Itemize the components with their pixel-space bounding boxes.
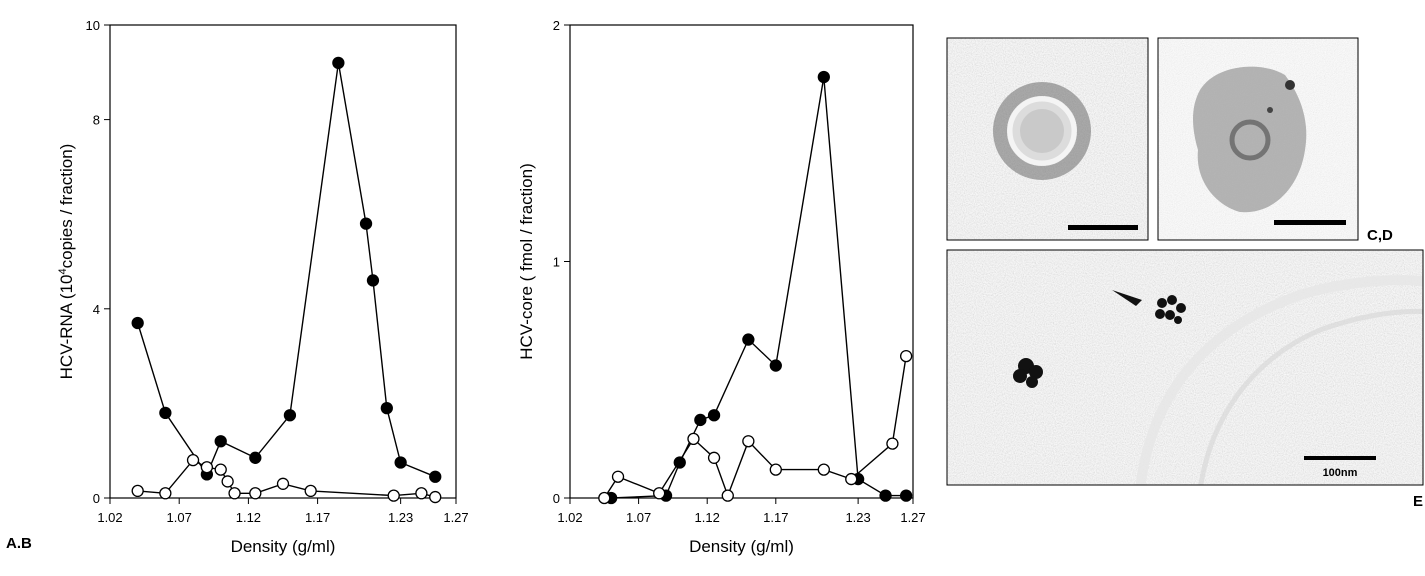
chart-b-y-tick-label: 2 <box>553 18 560 33</box>
micrograph-e: 100nm <box>946 249 1424 486</box>
scale-bar-c <box>1068 225 1138 230</box>
micrograph-c <box>946 37 1149 241</box>
gold-cluster-right <box>1155 295 1186 324</box>
chart-b-x-tick-label: 1.02 <box>557 510 582 525</box>
chart-a-series-1-point <box>159 406 172 420</box>
chart-a-series-1-point <box>394 456 407 469</box>
chart-b-y-tick-label: 0 <box>553 491 560 506</box>
chart-a-y-tick-label: 10 <box>86 18 100 33</box>
chart-b-series-2-point <box>886 437 899 450</box>
gold-dot <box>1285 80 1295 90</box>
chart-a-series-2-point <box>159 487 172 500</box>
chart-a-y-tick-label: 4 <box>93 302 100 317</box>
chart-b-x-tick-label: 1.27 <box>900 510 925 525</box>
chart-a-series-2-point <box>186 454 200 467</box>
chart-b-series-2-point <box>721 489 734 502</box>
chart-b-series-1-point <box>707 409 721 422</box>
chart-a-x-tick-label: 1.07 <box>167 510 192 525</box>
chart-b: 1.02 1.07 1.12 1.17 1.23 1.27 0 1 2 Density (g/ml… <box>517 18 926 556</box>
chart-a-x-tick-label: 1.17 <box>305 510 330 525</box>
chart-a-plot-frame <box>109 24 457 499</box>
virion-outer-halo <box>993 82 1091 180</box>
chart-a-series-1-point <box>332 56 345 69</box>
chart-b-x-tick-label: 1.12 <box>695 510 720 525</box>
panel-label-cd: C,D <box>1367 227 1393 244</box>
chart-a-x-axis-title: Density (g/ml) <box>231 537 336 556</box>
micrograph-d-frame <box>1157 37 1359 241</box>
chart-a-x-tick-label: 1.12 <box>236 510 261 525</box>
chart-b-series-2-point <box>707 451 721 464</box>
chart-b-series-2-point <box>653 487 666 500</box>
chart-b-series-2-point <box>611 470 625 483</box>
particle-ring <box>1229 119 1271 161</box>
chart-a-series-2-point <box>221 475 234 488</box>
micrograph-c-frame <box>946 37 1149 241</box>
chart-a-x-tick-label: 1.27 <box>443 510 468 525</box>
chart-a-series-1-point <box>131 316 144 330</box>
chart-a-series-2-point <box>249 487 262 500</box>
chart-b-series-1-point <box>694 413 707 427</box>
chart-b-series-2-point <box>769 463 782 476</box>
micrograph-d <box>1157 37 1359 241</box>
chart-a-x-tick-label: 1.02 <box>97 510 122 525</box>
chart-a-series-1-point <box>359 217 373 230</box>
chart-a-series-1-point <box>366 274 380 287</box>
chart-a: 1.02 1.07 1.12 1.17 1.23 1.27 0 4 8 10 Density (g/… <box>57 18 469 556</box>
chart-b-x-tick-label: 1.23 <box>845 510 870 525</box>
chart-b-series-2-point <box>742 435 755 448</box>
chart-a-series-2-point <box>200 461 214 474</box>
membrane-outline <box>1135 275 1423 485</box>
chart-b-series-2-point <box>687 432 700 446</box>
chart-b-series-1-point <box>879 489 892 502</box>
virion-core <box>1020 109 1064 153</box>
chart-a-y-tick-label: 0 <box>93 491 100 506</box>
chart-b-series-1-point <box>899 489 913 502</box>
chart-b-series-2-point <box>845 472 858 486</box>
gold-cluster-left <box>1013 358 1043 388</box>
chart-b-series-2-point <box>598 491 611 505</box>
chart-a-series-1-point <box>283 409 297 422</box>
membrane-inner <box>1198 308 1423 485</box>
chart-a-series-2-point <box>131 484 144 498</box>
chart-a-series-1-point <box>249 451 262 464</box>
arrowhead-icon <box>1112 290 1142 306</box>
chart-b-series-1-point <box>742 333 755 346</box>
micrograph-e-frame <box>946 249 1424 486</box>
chart-b-plot-frame <box>569 24 914 499</box>
chart-b-y-axis-title: HCV-core ( fmol / fraction) <box>517 163 536 360</box>
scale-bar-e-label: 100nm <box>1323 467 1358 479</box>
chart-a-series-2-point <box>304 484 317 498</box>
chart-a-series-2-point <box>276 477 290 490</box>
chart-b-series-2-point <box>817 463 830 476</box>
chart-b-series-1-point <box>769 359 782 372</box>
chart-a-series-2-point <box>214 463 227 476</box>
particle-cluster <box>1193 66 1307 213</box>
chart-b-series-2-line <box>603 355 907 499</box>
chart-a-series-1-point <box>380 401 393 415</box>
scale-bar-d <box>1274 220 1346 225</box>
chart-a-x-tick-label: 1.23 <box>388 510 413 525</box>
chart-b-series-1-line <box>611 76 907 499</box>
chart-b-series-1-point <box>817 70 830 84</box>
chart-a-series-1-point <box>214 435 227 448</box>
chart-a-y-tick-label: 8 <box>93 113 100 128</box>
panel-label-ab: A.B <box>6 535 32 552</box>
chart-a-series-2-point <box>415 487 428 500</box>
scale-bar-e <box>1304 456 1376 460</box>
chart-a-series-1-point <box>429 470 442 483</box>
chart-a-series-2-point <box>429 490 442 504</box>
chart-a-y-axis-title: HCV-RNA (104copies / fraction) <box>57 144 76 380</box>
chart-b-series-2-point <box>899 349 913 363</box>
chart-a-series-2-point <box>387 489 400 502</box>
chart-b-x-tick-label: 1.17 <box>763 510 788 525</box>
chart-b-x-axis-title: Density (g/ml) <box>689 537 794 556</box>
gold-dot <box>1267 107 1273 113</box>
chart-b-x-tick-label: 1.07 <box>626 510 651 525</box>
panel-label-e: E <box>1413 493 1423 510</box>
chart-a-series-2-point <box>228 487 241 500</box>
chart-b-y-tick-label: 1 <box>553 255 560 270</box>
